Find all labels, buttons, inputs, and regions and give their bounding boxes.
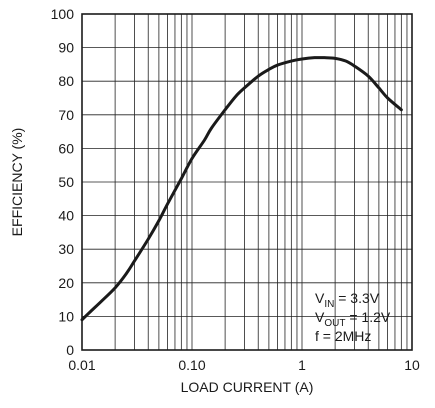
grid	[82, 14, 412, 350]
y-tick-label: 90	[58, 40, 74, 56]
y-axis-label: EFFICIENCY (%)	[9, 128, 25, 237]
x-tick-labels: 0.01 0.10 1 10	[68, 357, 420, 373]
x-tick-label: 1	[298, 357, 306, 373]
y-tick-label: 50	[58, 174, 74, 190]
x-tick-label: 0.01	[68, 357, 95, 373]
y-tick-label: 60	[58, 140, 74, 156]
y-tick-label: 40	[58, 208, 74, 224]
efficiency-curve	[80, 56, 403, 322]
plot-frame	[81, 13, 413, 351]
annotation-line: VIN = 3.3V	[315, 290, 380, 310]
y-tick-labels: 0 10 20 30 40 50 60 70 80 90 100	[51, 6, 75, 358]
y-tick-label: 0	[66, 342, 74, 358]
y-tick-label: 30	[58, 241, 74, 257]
y-tick-label: 10	[58, 308, 74, 324]
annotation-line: VOUT = 1.2V	[315, 309, 391, 329]
x-tick-label: 0.10	[178, 357, 205, 373]
y-tick-label: 80	[58, 73, 74, 89]
annotation-line: f = 2MHz	[315, 328, 371, 344]
y-tick-label: 20	[58, 275, 74, 291]
x-tick-label: 10	[404, 357, 420, 373]
y-tick-label: 70	[58, 107, 74, 123]
x-axis-label: LOAD CURRENT (A)	[181, 379, 314, 395]
y-tick-label: 100	[51, 6, 75, 22]
